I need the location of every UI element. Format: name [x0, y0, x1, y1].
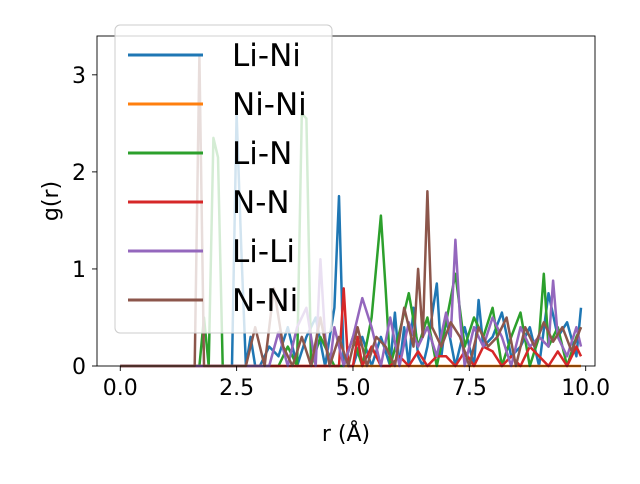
x-tick-label: 0.0: [103, 376, 138, 401]
legend-label: N-Ni: [232, 283, 298, 319]
legend-label: Li-N: [232, 136, 292, 172]
x-axis-label: r (Å): [322, 420, 370, 447]
x-tick-label: 7.5: [452, 376, 487, 401]
y-tick-label: 0: [72, 355, 86, 380]
x-tick-label: 2.5: [219, 376, 254, 401]
legend-label: Ni-Ni: [232, 87, 307, 123]
series-line-li-ni: [120, 112, 583, 368]
legend-label: Li-Ni: [232, 38, 301, 74]
plot-frame: [96, 35, 596, 367]
y-axis-label: g(r): [39, 181, 64, 221]
y-axis-ticks: 0 1 2 3: [72, 64, 97, 380]
legend: Li-Ni Ni-Ni Li-N N-N Li-Li N-Ni: [114, 24, 333, 334]
y-tick-label: 3: [72, 64, 86, 89]
y-tick-label: 1: [72, 258, 86, 283]
legend-label: N-N: [232, 185, 290, 221]
legend-label: Li-Li: [232, 234, 295, 270]
y-tick-label: 2: [72, 161, 86, 186]
x-tick-label: 10.0: [561, 376, 610, 401]
x-axis-ticks: 0.0 2.5 5.0 7.5 10.0: [103, 366, 610, 401]
x-tick-label: 5.0: [335, 376, 370, 401]
series-line-n-n: [120, 287, 583, 368]
legend-box: [114, 24, 333, 334]
